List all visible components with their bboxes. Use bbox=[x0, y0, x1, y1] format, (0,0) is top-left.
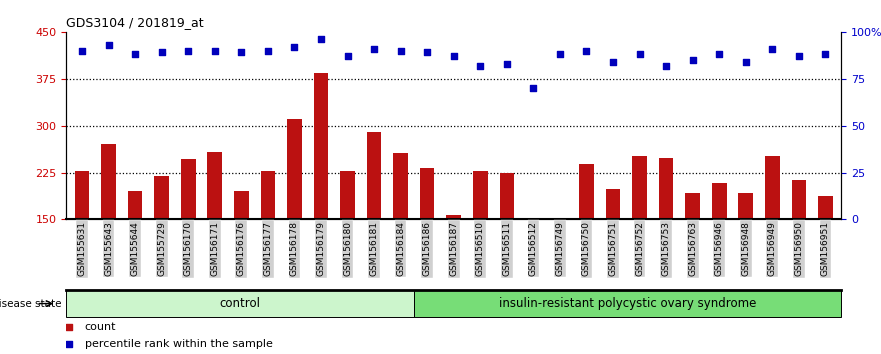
Text: GSM156752: GSM156752 bbox=[635, 221, 644, 276]
Bar bbox=[366, 132, 381, 219]
Text: percentile rank within the sample: percentile rank within the sample bbox=[85, 339, 272, 349]
Point bbox=[242, 274, 256, 279]
Point bbox=[340, 53, 354, 59]
Text: GSM156186: GSM156186 bbox=[423, 221, 432, 276]
Text: GSM156171: GSM156171 bbox=[211, 221, 219, 276]
Bar bbox=[712, 183, 727, 219]
Bar bbox=[413, 290, 841, 317]
Point bbox=[447, 53, 461, 59]
Point bbox=[208, 48, 222, 53]
Point bbox=[792, 53, 806, 59]
Point bbox=[314, 36, 328, 42]
Text: count: count bbox=[85, 321, 116, 332]
Point bbox=[712, 52, 726, 57]
Bar bbox=[420, 168, 434, 219]
Point bbox=[154, 50, 168, 55]
Text: GSM156177: GSM156177 bbox=[263, 221, 272, 276]
Point bbox=[659, 63, 673, 68]
Text: disease state: disease state bbox=[0, 298, 62, 309]
Point bbox=[526, 85, 540, 91]
Point bbox=[739, 59, 753, 65]
Text: GSM156763: GSM156763 bbox=[688, 221, 697, 276]
Bar bbox=[66, 290, 413, 317]
Text: GSM156750: GSM156750 bbox=[582, 221, 591, 276]
Point bbox=[580, 48, 594, 53]
Point bbox=[606, 59, 620, 65]
Point bbox=[500, 61, 514, 67]
Bar bbox=[791, 180, 806, 219]
Bar bbox=[101, 144, 116, 219]
Text: insulin-resistant polycystic ovary syndrome: insulin-resistant polycystic ovary syndr… bbox=[499, 297, 756, 310]
Text: GSM156176: GSM156176 bbox=[237, 221, 246, 276]
Bar bbox=[738, 193, 753, 219]
Bar bbox=[261, 171, 275, 219]
Text: GSM156753: GSM156753 bbox=[662, 221, 670, 276]
Text: GSM155643: GSM155643 bbox=[104, 221, 113, 276]
Text: GDS3104 / 201819_at: GDS3104 / 201819_at bbox=[66, 16, 204, 29]
Bar bbox=[606, 189, 620, 219]
Bar bbox=[633, 156, 647, 219]
Bar bbox=[685, 193, 700, 219]
Bar bbox=[154, 176, 169, 219]
Text: GSM156948: GSM156948 bbox=[741, 221, 751, 276]
Bar bbox=[526, 219, 541, 224]
Text: GSM156950: GSM156950 bbox=[795, 221, 803, 276]
Bar bbox=[287, 119, 301, 219]
Bar bbox=[75, 171, 89, 219]
Point bbox=[818, 52, 833, 57]
Text: GSM156510: GSM156510 bbox=[476, 221, 485, 276]
Text: GSM156178: GSM156178 bbox=[290, 221, 299, 276]
Point bbox=[101, 42, 115, 48]
Text: GSM155631: GSM155631 bbox=[78, 221, 86, 276]
Point bbox=[473, 63, 487, 68]
Point bbox=[553, 52, 567, 57]
Text: GSM155644: GSM155644 bbox=[130, 221, 139, 276]
Point bbox=[367, 46, 381, 52]
Bar bbox=[234, 191, 248, 219]
Text: GSM156949: GSM156949 bbox=[768, 221, 777, 276]
Bar bbox=[447, 215, 461, 219]
Text: GSM156184: GSM156184 bbox=[396, 221, 405, 276]
Point bbox=[234, 50, 248, 55]
Point bbox=[633, 52, 647, 57]
Point bbox=[394, 48, 408, 53]
Text: GSM156951: GSM156951 bbox=[821, 221, 830, 276]
Bar bbox=[473, 171, 487, 219]
Text: GSM156170: GSM156170 bbox=[184, 221, 193, 276]
Text: GSM156751: GSM156751 bbox=[609, 221, 618, 276]
Bar bbox=[207, 152, 222, 219]
Text: GSM156180: GSM156180 bbox=[343, 221, 352, 276]
Bar bbox=[393, 153, 408, 219]
Bar bbox=[314, 73, 329, 219]
Point bbox=[242, 114, 256, 120]
Bar bbox=[340, 171, 355, 219]
Point bbox=[287, 44, 301, 50]
Text: control: control bbox=[219, 297, 261, 310]
Bar bbox=[500, 172, 515, 219]
Bar bbox=[818, 196, 833, 219]
Point bbox=[128, 52, 142, 57]
Text: GSM156512: GSM156512 bbox=[529, 221, 538, 276]
Text: GSM156749: GSM156749 bbox=[555, 221, 565, 276]
Bar bbox=[552, 219, 567, 250]
Point bbox=[420, 50, 434, 55]
Text: GSM156511: GSM156511 bbox=[502, 221, 511, 276]
Point bbox=[766, 46, 780, 52]
Text: GSM156187: GSM156187 bbox=[449, 221, 458, 276]
Bar bbox=[765, 156, 780, 219]
Bar bbox=[181, 159, 196, 219]
Text: GSM156179: GSM156179 bbox=[316, 221, 325, 276]
Point bbox=[75, 48, 89, 53]
Point bbox=[261, 48, 275, 53]
Point bbox=[685, 57, 700, 63]
Bar bbox=[579, 165, 594, 219]
Bar bbox=[659, 158, 673, 219]
Text: GSM156946: GSM156946 bbox=[714, 221, 723, 276]
Bar bbox=[128, 191, 143, 219]
Text: GSM155729: GSM155729 bbox=[157, 221, 167, 276]
Text: GSM156181: GSM156181 bbox=[369, 221, 379, 276]
Point bbox=[181, 48, 196, 53]
